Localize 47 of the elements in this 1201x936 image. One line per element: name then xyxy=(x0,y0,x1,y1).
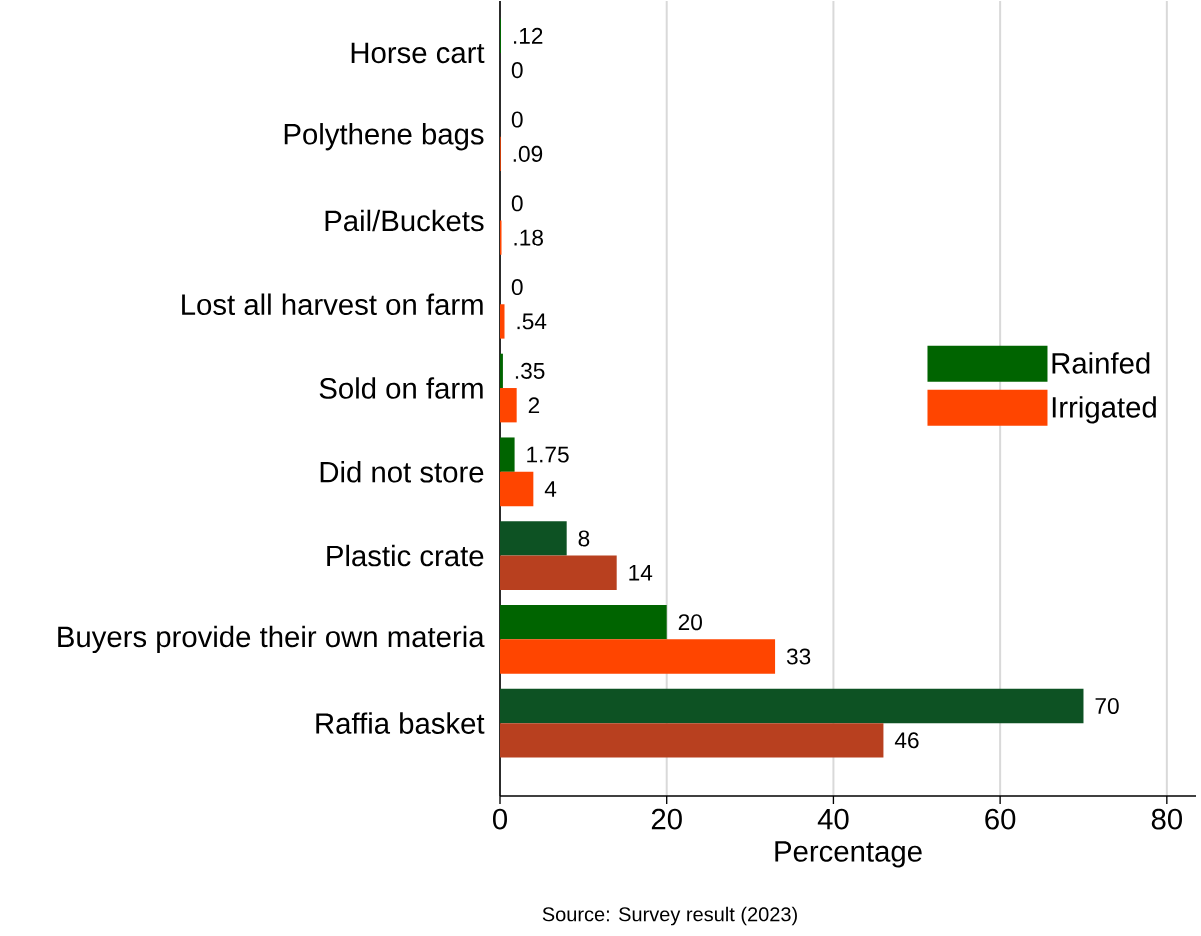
y-tick-label: Lost all harvest on farm xyxy=(182,293,483,316)
data-label: 8 xyxy=(578,530,590,547)
bar xyxy=(500,388,517,423)
x-tick-label: 0 xyxy=(493,808,508,830)
y-tick-label: Horse cart xyxy=(351,42,485,64)
bar xyxy=(500,688,1084,724)
data-label: 0 xyxy=(511,62,523,79)
data-label: 0 xyxy=(511,279,523,296)
data-label: 2 xyxy=(528,397,540,414)
legend-label: Irrigated xyxy=(1052,396,1156,424)
bar xyxy=(500,437,515,472)
data-label: 33 xyxy=(786,648,811,665)
data-label: 4 xyxy=(544,481,557,497)
bar xyxy=(500,471,534,507)
data-label: .35 xyxy=(515,362,545,379)
x-axis-title: Percentage xyxy=(775,841,922,868)
y-tick-label: Raffia basket xyxy=(316,712,485,734)
data-label: .18 xyxy=(514,229,543,246)
y-tick-label: Polythene bags xyxy=(284,123,484,151)
bar xyxy=(500,353,503,389)
source-note: Source: Survey result (2023) xyxy=(542,906,797,926)
bar xyxy=(500,555,617,590)
y-tick-label: Plastic crate xyxy=(327,544,484,567)
y-tick-label: Did not store xyxy=(320,461,484,483)
data-label: 0 xyxy=(511,195,523,212)
y-tick-label: Pail/Buckets xyxy=(325,209,484,232)
y-tick-label: Sold on farm xyxy=(319,377,483,399)
bar xyxy=(500,521,567,556)
data-label: 1.75 xyxy=(527,446,569,463)
data-label: .12 xyxy=(514,27,543,44)
data-label: 14 xyxy=(629,564,653,581)
bar xyxy=(500,723,884,758)
bar xyxy=(500,639,776,674)
data-label: .09 xyxy=(513,145,543,162)
legend-label: Rainfed xyxy=(1052,352,1150,374)
x-tick-label: 60 xyxy=(985,808,1016,830)
x-tick-label: 20 xyxy=(651,808,682,830)
bar xyxy=(500,605,667,640)
y-tick-label: Buyers provide their own materia xyxy=(58,625,485,654)
data-label: 46 xyxy=(894,732,919,749)
data-label: 0 xyxy=(511,111,523,128)
bar xyxy=(500,304,505,339)
x-tick-label: 80 xyxy=(1151,808,1182,830)
data-label: .54 xyxy=(517,313,547,330)
x-tick-label: 40 xyxy=(817,808,849,830)
data-label: 20 xyxy=(678,614,702,631)
data-label: 70 xyxy=(1095,697,1119,714)
